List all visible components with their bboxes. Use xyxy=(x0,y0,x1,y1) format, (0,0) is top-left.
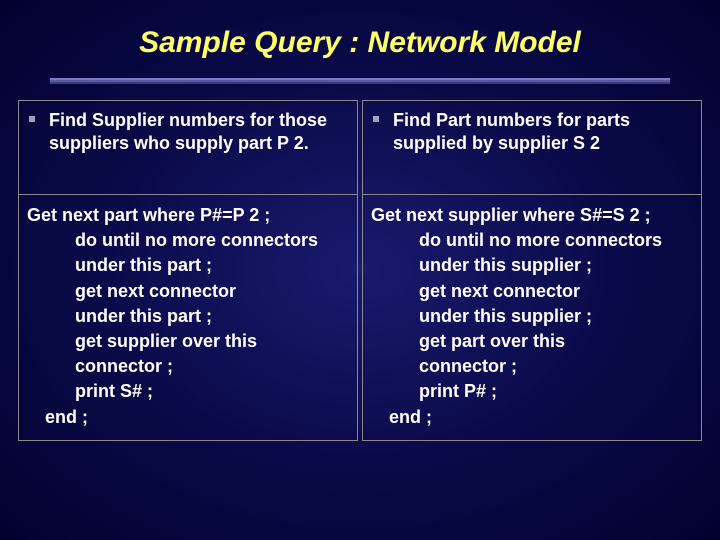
code-line: get next connector xyxy=(27,279,349,304)
title-divider xyxy=(50,78,670,84)
code-line: under this part ; xyxy=(27,304,349,329)
code-line: end ; xyxy=(371,405,693,430)
right-code-block: Get next supplier where S#=S 2 ;do until… xyxy=(363,195,701,440)
code-line: print S# ; xyxy=(27,379,349,404)
code-line: under this supplier ; xyxy=(371,253,693,278)
left-question-row: Find Supplier numbers for those supplier… xyxy=(19,101,357,195)
left-column: Find Supplier numbers for those supplier… xyxy=(18,100,358,441)
code-line: get part over this xyxy=(371,329,693,354)
slide-title: Sample Query : Network Model xyxy=(0,0,720,78)
code-line: do until no more connectors xyxy=(27,228,349,253)
right-question-text: Find Part numbers for parts supplied by … xyxy=(393,109,691,155)
code-line: print P# ; xyxy=(371,379,693,404)
code-line: Get next supplier where S#=S 2 ; xyxy=(371,203,693,228)
right-column: Find Part numbers for parts supplied by … xyxy=(362,100,702,441)
code-line: get next connector xyxy=(371,279,693,304)
right-question-row: Find Part numbers for parts supplied by … xyxy=(363,101,701,195)
square-bullet-icon xyxy=(373,116,379,122)
code-line: connector ; xyxy=(371,354,693,379)
code-line: under this supplier ; xyxy=(371,304,693,329)
code-line: get supplier over this xyxy=(27,329,349,354)
code-line: Get next part where P#=P 2 ; xyxy=(27,203,349,228)
square-bullet-icon xyxy=(29,116,35,122)
code-line: under this part ; xyxy=(27,253,349,278)
code-line: end ; xyxy=(27,405,349,430)
code-line: do until no more connectors xyxy=(371,228,693,253)
code-line: connector ; xyxy=(27,354,349,379)
content-area: Find Supplier numbers for those supplier… xyxy=(0,100,720,441)
left-code-block: Get next part where P#=P 2 ;do until no … xyxy=(19,195,357,440)
left-question-text: Find Supplier numbers for those supplier… xyxy=(49,109,347,155)
